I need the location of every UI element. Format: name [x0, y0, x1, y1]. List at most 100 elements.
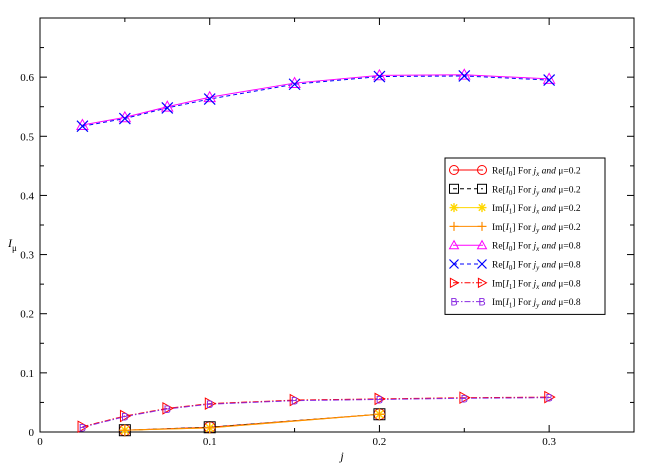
data-point: [448, 239, 460, 250]
legend-label-part: 1: [509, 302, 513, 310]
data-point-stroke: [477, 259, 487, 269]
legend-label-part: 0: [509, 170, 513, 178]
legend-label-part: 1: [509, 208, 513, 216]
data-point: [477, 277, 488, 289]
data-point-stroke: [450, 203, 458, 212]
data-point: [457, 68, 471, 80]
series-line: [82, 74, 550, 126]
data-point-stroke: [161, 101, 174, 114]
legend-entry: Im[I1] For jy and μ=0.2: [449, 221, 581, 234]
data-point-stroke: [543, 74, 556, 87]
data-point: B: [478, 297, 485, 309]
data-point-stroke: [76, 120, 89, 133]
data-point: [373, 68, 386, 81]
legend-label-part: Re[: [492, 167, 506, 177]
legend-label-part: =0.8: [563, 279, 580, 289]
data-point: [449, 221, 459, 231]
data-point: [542, 72, 556, 84]
legend-entry: B B Im[I1] For jy and μ=0.8: [450, 297, 581, 310]
legend-label-part: =0.2: [563, 204, 580, 214]
legend-label-part: j: [532, 279, 537, 289]
data-point: B: [164, 404, 171, 416]
legend-label-part: =0.8: [563, 298, 580, 308]
legend-label-part: and: [539, 185, 558, 195]
y-tick-label: 0.5: [20, 131, 34, 143]
series-line: [82, 75, 550, 127]
data-point: [161, 101, 174, 114]
x-tick-label: 0.2: [373, 436, 387, 448]
y-tick-label: 0.2: [20, 309, 34, 321]
y-tick-label: 0.6: [20, 72, 34, 84]
data-point: B: [121, 412, 128, 424]
legend: Re[I0] For jx and μ=0.2Re[I0] For jy and…: [444, 157, 606, 315]
legend-label-part: Im[: [492, 279, 506, 289]
legend-label-part: j: [532, 261, 537, 271]
data-point-stroke: [118, 112, 131, 125]
data-point: [289, 393, 302, 407]
legend-label: Re[I0] For jx and μ=0.8: [492, 242, 581, 254]
legend-entry: Re[I0] For jy and μ=0.8: [449, 259, 581, 272]
data-point-stroke: [449, 259, 459, 269]
legend-label-part: I: [505, 185, 510, 195]
data-point: [449, 203, 459, 213]
data-point: B: [291, 396, 298, 408]
legend-label-part: =0.2: [563, 223, 580, 233]
x-tick-label: 0.1: [203, 436, 217, 448]
legend-label-part: I: [505, 279, 510, 289]
legend-label-part: and: [539, 204, 558, 214]
data-point: [476, 239, 488, 250]
legend-entry: Re[I0] For jy and μ=0.2: [449, 183, 581, 197]
data-point: [160, 100, 174, 112]
legend-entry: Im[I1] For jx and μ=0.8: [449, 277, 581, 291]
data-point: [119, 409, 132, 423]
y-axis-label-main: I: [7, 236, 13, 250]
legend-label-part: ] For: [512, 279, 533, 289]
legend-label-part: x: [535, 170, 540, 178]
series-line: [82, 396, 550, 428]
data-point: [458, 70, 471, 82]
legend-label-part: 0: [509, 264, 513, 272]
data-point: B: [450, 297, 457, 309]
data-point: [118, 112, 131, 125]
legend-label-part: and: [539, 223, 558, 233]
legend-label-part: y: [535, 189, 540, 197]
legend-label-part: ] For: [512, 204, 533, 214]
legend-label-part: 1: [509, 283, 513, 291]
data-point: [288, 78, 301, 91]
data-point: [477, 203, 487, 213]
data-point: [203, 93, 216, 105]
data-point: [449, 277, 460, 289]
data-point: [449, 165, 459, 175]
data-point: [76, 118, 89, 130]
data-point: [119, 424, 131, 436]
legend-label-part: ] For: [512, 167, 533, 177]
legend-label-part: and: [539, 167, 558, 177]
y-tick-label: 0.1: [20, 368, 34, 380]
data-point: [76, 120, 89, 133]
legend-label-part: ] For: [512, 261, 533, 271]
data-point: [374, 392, 386, 406]
legend-label-part: μ: [558, 242, 563, 252]
legend-label-part: I: [505, 204, 510, 214]
y-tick-label: 0.4: [20, 190, 34, 202]
data-point: [543, 74, 556, 87]
legend-entry: Im[I1] For jx and μ=0.2: [449, 203, 581, 216]
legend-label-part: I: [505, 261, 510, 271]
legend-label-part: y: [535, 264, 540, 272]
legend-label-part: 1: [509, 226, 513, 234]
data-point: B: [461, 393, 468, 405]
legend-label-part: 0: [509, 245, 513, 253]
y-tick-label: 0.3: [20, 250, 34, 262]
data-point-stroke: [203, 93, 216, 105]
legend-label-part: and: [539, 261, 558, 271]
data-point: [77, 420, 89, 434]
data-point: [459, 391, 471, 405]
legend-label-part: j: [532, 167, 537, 177]
legend-label-part: =0.2: [563, 185, 580, 195]
legend-label-part: y: [535, 226, 540, 234]
legend-label-part: Im[: [492, 298, 506, 308]
legend-label: Im[I1] For jx and μ=0.2: [492, 204, 581, 216]
legend-label-part: μ: [558, 223, 563, 233]
data-point: B: [206, 399, 213, 411]
